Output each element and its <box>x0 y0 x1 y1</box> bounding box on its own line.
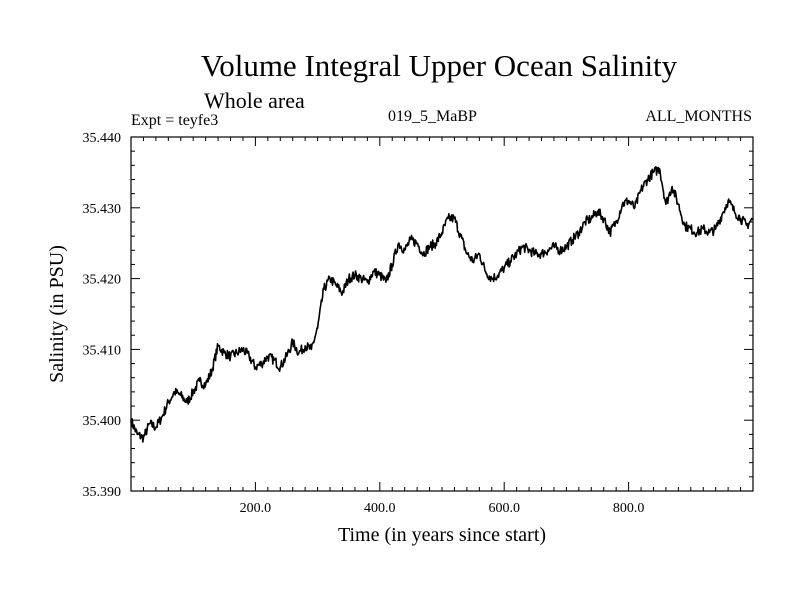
plot-frame <box>130 136 754 492</box>
y-tick-labels: 35.390 35.400 35.410 35.420 35.430 35.440 <box>83 131 122 500</box>
period-label: 019_5_MaBP <box>388 108 477 125</box>
y-tick-label: 35.430 <box>83 202 122 217</box>
x-tick-label: 600.0 <box>488 501 520 516</box>
experiment-label: Expt = teyfe3 <box>131 112 219 129</box>
x-tick-label: 200.0 <box>240 501 272 516</box>
chart-title: Volume Integral Upper Ocean Salinity <box>200 48 678 83</box>
x-tick-label: 400.0 <box>364 501 396 516</box>
salinity-series-line <box>130 166 754 443</box>
y-tick-label: 35.410 <box>83 343 122 358</box>
y-tick-label: 35.440 <box>83 131 122 146</box>
y-tick-label: 35.400 <box>83 414 122 429</box>
chart-subtitle: Whole area <box>204 88 305 113</box>
y-tick-label: 35.420 <box>83 273 122 288</box>
y-tick-label: 35.390 <box>83 485 122 500</box>
y-axis-title: Salinity (in PSU) <box>46 245 68 383</box>
x-axis-title: Time (in years since start) <box>338 524 546 546</box>
x-tick-label: 800.0 <box>613 501 645 516</box>
axis-ticks <box>131 137 753 491</box>
months-label: ALL_MONTHS <box>645 108 752 125</box>
x-tick-labels: 200.0 400.0 600.0 800.0 <box>240 501 645 516</box>
